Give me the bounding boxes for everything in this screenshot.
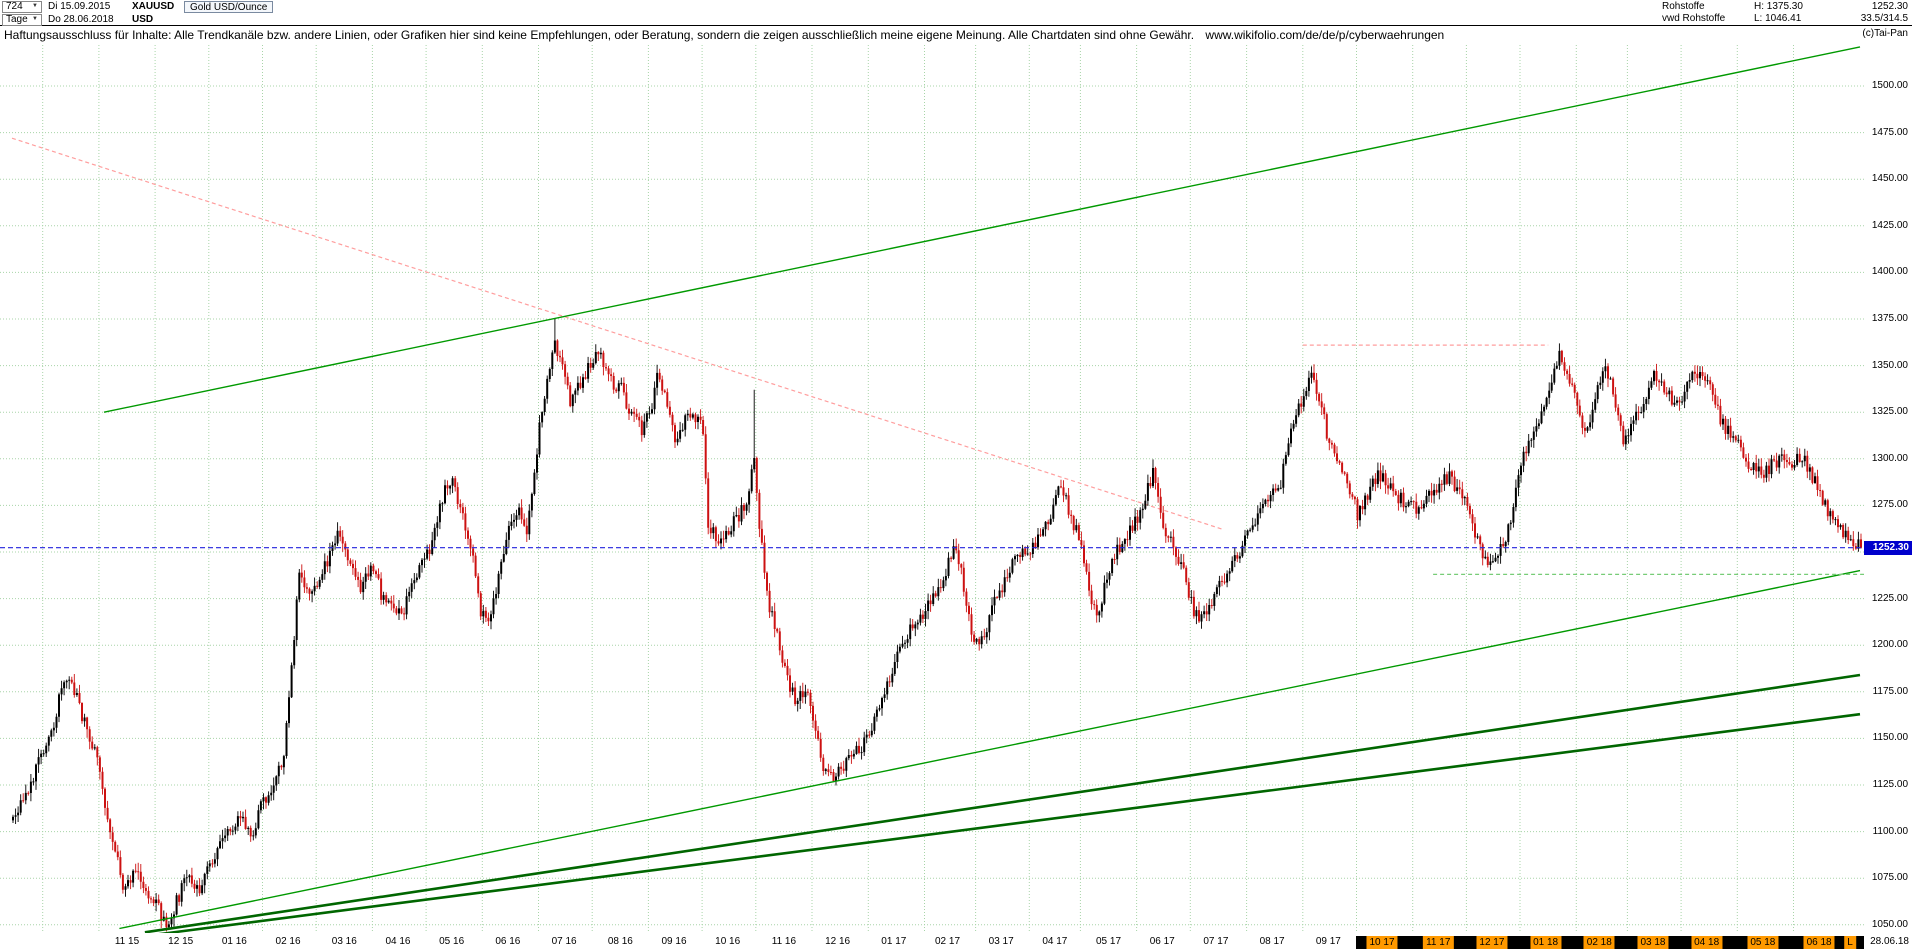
price-axis-label: 1450.00	[1871, 173, 1908, 185]
price-axis-label: 1350.00	[1871, 359, 1908, 371]
time-axis-label: 06 17	[1149, 936, 1175, 947]
time-axis-label: 04 17	[1042, 936, 1068, 947]
period-high-label: H: 1375.30	[1754, 1, 1803, 12]
time-axis-label: 05 17	[1096, 936, 1122, 947]
timeframe-value: Tage	[6, 14, 28, 25]
time-axis-label: 06 18	[1803, 936, 1835, 949]
time-axis-label: 03 16	[331, 936, 357, 947]
price-axis-label: 1175.00	[1872, 685, 1908, 697]
time-axis-label: 05 18	[1747, 936, 1779, 949]
time-axis-label: 10 16	[715, 936, 741, 947]
stats-value: 33.5/314.5	[1860, 13, 1908, 24]
start-date-field[interactable]: Di 15.09.2015	[48, 1, 111, 12]
time-axis-label: 11 17	[1423, 936, 1454, 949]
price-axis-label: 1075.00	[1871, 872, 1908, 884]
price-axis-label: 1050.00	[1871, 918, 1908, 930]
currency-label: USD	[132, 14, 154, 25]
price-axis-label: 1375.00	[1871, 313, 1908, 324]
time-axis-label: 11 15	[114, 936, 140, 947]
time-axis-label: 09 16	[661, 936, 687, 947]
disclaimer-url: www.wikifolio.com/de/de/p/cyberwaehrunge…	[1205, 28, 1445, 42]
time-axis-label: 02 17	[934, 936, 961, 947]
period-low-label: L: 1046.41	[1754, 13, 1802, 24]
last-price-value: 1252.30	[1871, 1, 1908, 12]
time-axis[interactable]: 11 15 12 15 01 16 02 16 03 16 04 16 05 16 06 16…	[0, 933, 1864, 952]
end-date-field[interactable]: Do 28.06.2018	[48, 14, 114, 25]
price-axis[interactable]: 28.06.18 1500.00 1475.00 1450.00 1425.00 140…	[1864, 0, 1912, 952]
disclaimer-text: Haftungsausschluss für Inhalte: Alle Tre…	[4, 28, 1195, 42]
time-axis-label: 12 17	[1476, 936, 1508, 949]
toolbar: 724 ▼ Di 15.09.2015 XAUUSD Gold USD/Ounc…	[0, 0, 1912, 26]
time-axis-label: 01 18	[1530, 936, 1562, 949]
time-axis-label: 01 16	[221, 936, 247, 947]
time-axis-label: 01 17	[881, 936, 907, 947]
time-axis-label: 08 16	[607, 936, 633, 947]
time-axis-label: 12 16	[825, 936, 851, 947]
price-axis-label: 1125.00	[1872, 779, 1908, 790]
time-axis-label: 07 16	[551, 936, 577, 947]
price-axis-label: 1425.00	[1871, 219, 1908, 231]
time-axis-label: 09 17	[1315, 936, 1341, 947]
timeframe-dropdown[interactable]: Tage ▼	[2, 13, 42, 26]
time-axis-label: 06 16	[495, 936, 521, 947]
time-axis-label: 08 17	[1259, 936, 1285, 947]
bars-count-value: 724	[6, 1, 23, 12]
time-axis-label: 07 17	[1203, 936, 1229, 947]
time-axis-label: 10 17	[1366, 936, 1398, 949]
copyright-label: (c)Tai-Pan	[1862, 28, 1908, 39]
time-axis-label: 12 15	[168, 936, 194, 947]
category-label: Rohstoffe	[1662, 1, 1705, 12]
price-axis-label: 1300.00	[1871, 452, 1908, 464]
disclaimer: Haftungsausschluss für Inhalte: Alle Tre…	[0, 27, 1860, 44]
time-axis-label: 05 16	[439, 936, 465, 947]
symbol-label: XAUUSD	[132, 1, 175, 12]
quote-info: Rohstoffe H: 1375.30 1252.30 vwd Rohstof…	[1662, 1, 1908, 25]
time-axis-label: 03 17	[988, 936, 1014, 947]
provider-label: vwd Rohstoffe	[1662, 13, 1726, 24]
price-axis-label: 1225.00	[1871, 592, 1908, 604]
last-price-badge: 1252.30	[1864, 540, 1912, 555]
bars-count-dropdown[interactable]: 724 ▼	[2, 0, 42, 13]
price-axis-label: 1400.00	[1871, 266, 1908, 278]
time-axis-label: 02 16	[275, 936, 301, 947]
price-axis-label: 1475.00	[1871, 126, 1908, 138]
chevron-down-icon: ▼	[32, 3, 38, 9]
time-axis-label: 03 18	[1637, 936, 1669, 949]
last-date-label: 28.06.18	[1870, 936, 1909, 947]
last-bar-marker: L	[1844, 936, 1856, 949]
time-axis-label: 04 16	[385, 936, 411, 947]
price-axis-label: 1100.00	[1872, 825, 1908, 837]
time-axis-label: 11 16	[771, 936, 797, 947]
time-axis-label: 02 18	[1583, 936, 1615, 949]
price-axis-label: 1500.00	[1871, 80, 1908, 91]
instrument-name-field[interactable]: Gold USD/Ounce	[184, 0, 274, 13]
chevron-down-icon: ▼	[32, 16, 38, 22]
price-axis-label: 1200.00	[1871, 639, 1908, 651]
price-axis-label: 1275.00	[1871, 499, 1908, 511]
time-axis-label: 04 18	[1691, 936, 1723, 949]
price-axis-label: 1150.00	[1872, 732, 1908, 744]
price-axis-label: 1325.00	[1871, 406, 1908, 418]
price-chart[interactable]	[0, 0, 1864, 952]
